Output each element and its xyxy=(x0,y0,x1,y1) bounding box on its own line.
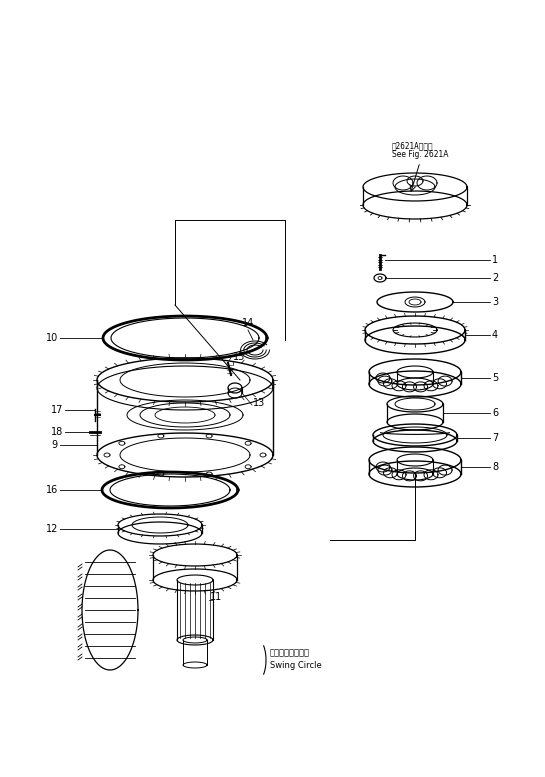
Text: 噣2621Aを参照: 噣2621Aを参照 xyxy=(392,141,434,150)
Text: 8: 8 xyxy=(492,462,498,472)
Text: 3: 3 xyxy=(492,297,498,307)
Text: 9: 9 xyxy=(52,440,58,450)
Text: 15: 15 xyxy=(233,352,245,362)
Text: 7: 7 xyxy=(492,433,498,443)
Text: 16: 16 xyxy=(46,485,58,495)
Text: 14: 14 xyxy=(242,318,254,328)
Text: See Fig. 2621A: See Fig. 2621A xyxy=(392,150,449,159)
Text: 18: 18 xyxy=(51,427,63,437)
Text: 13: 13 xyxy=(253,398,265,408)
Text: スイングサークル: スイングサークル xyxy=(270,648,310,657)
Text: 5: 5 xyxy=(492,373,498,383)
Text: 12: 12 xyxy=(46,524,58,534)
Text: 17: 17 xyxy=(51,405,63,415)
Text: 2: 2 xyxy=(492,273,498,283)
Text: 1: 1 xyxy=(492,255,498,265)
Text: 10: 10 xyxy=(46,333,58,343)
Text: Swing Circle: Swing Circle xyxy=(270,661,322,670)
Text: 11: 11 xyxy=(210,592,222,602)
Text: 6: 6 xyxy=(492,408,498,418)
Text: 4: 4 xyxy=(492,330,498,340)
